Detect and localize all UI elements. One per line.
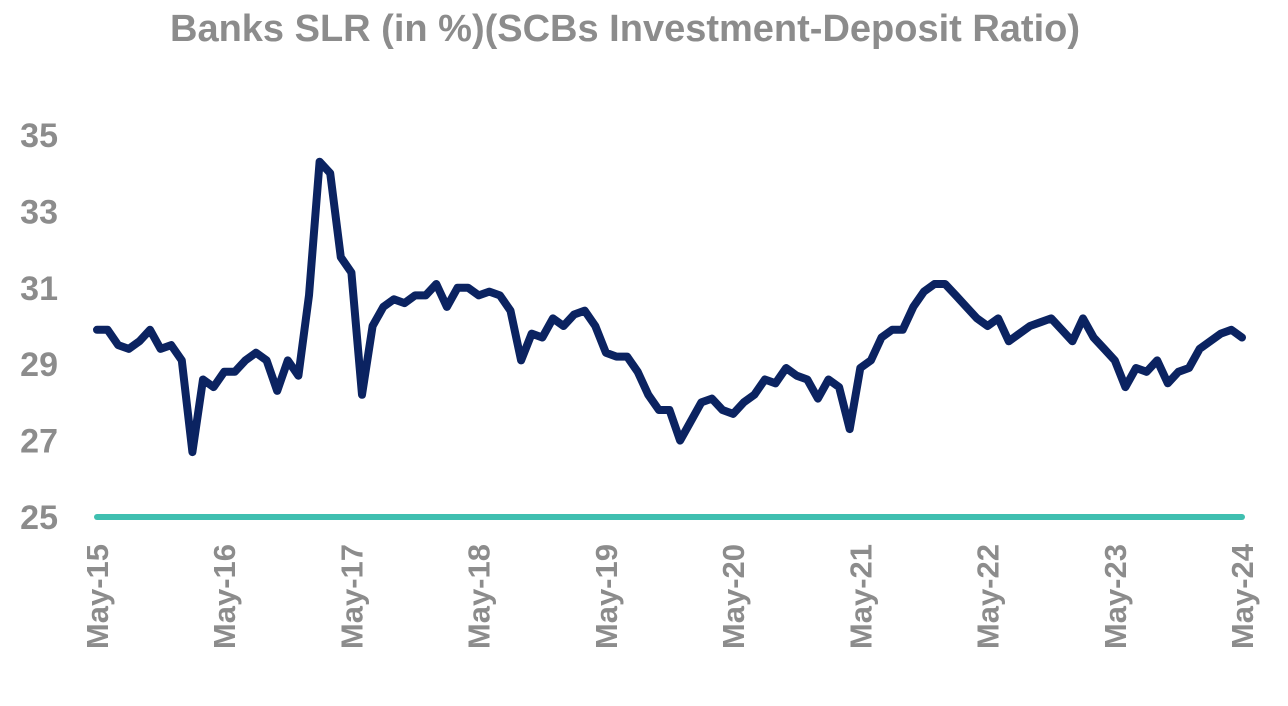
series-layer	[93, 157, 1246, 520]
y-tick-label: 31	[20, 270, 58, 308]
y-tick-label: 27	[20, 423, 58, 461]
x-tick-label: May-20	[716, 544, 751, 649]
x-tick-label: May-19	[589, 544, 624, 649]
x-tick-label: May-18	[462, 544, 497, 649]
chart-title: Banks SLR (in %)(SCBs Investment-Deposit…	[170, 8, 1080, 50]
y-tick-label: 29	[20, 346, 58, 384]
series-line-slr	[93, 157, 1246, 457]
x-tick-label: May-17	[334, 544, 369, 649]
y-tick-label: 33	[20, 193, 58, 231]
y-tick-label: 35	[20, 117, 58, 155]
x-tick-label: May-23	[1098, 544, 1133, 649]
x-tick-label: May-22	[971, 544, 1006, 649]
x-axis-ticks: May-15 May-16 May-17 May-18 May-19 May-20 May-…	[80, 543, 1260, 649]
y-axis-ticks: 25 27 29 31 33 35	[20, 117, 58, 537]
x-tick-label: May-24	[1225, 543, 1260, 649]
x-tick-label: May-16	[207, 544, 242, 649]
y-tick-label: 25	[20, 499, 58, 537]
x-tick-label: May-21	[843, 544, 878, 649]
x-tick-label: May-15	[80, 544, 115, 649]
